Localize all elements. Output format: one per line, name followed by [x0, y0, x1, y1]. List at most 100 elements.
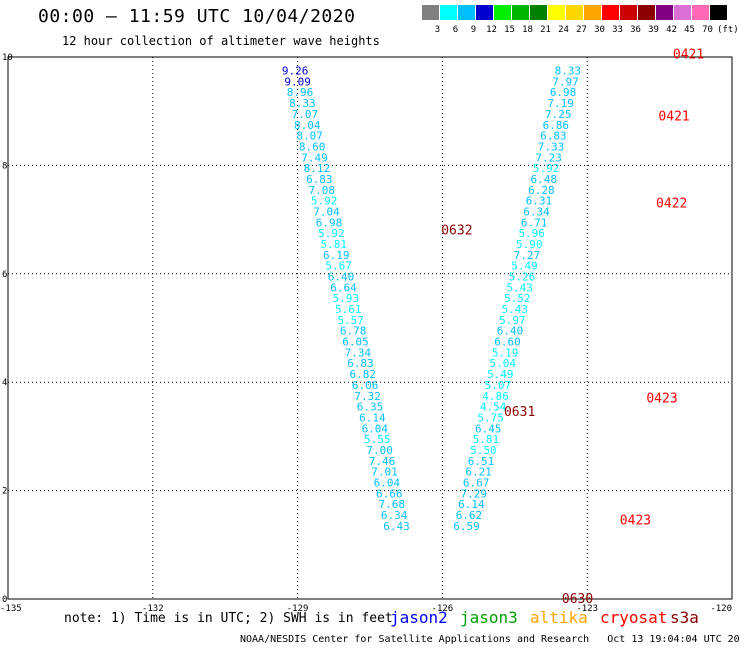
- data-point-s3a: 6.83: [347, 357, 374, 370]
- data-point-cryosat: 5.97: [499, 314, 526, 327]
- time-label: 0423: [620, 513, 651, 528]
- data-point-cryosat: 5.43: [506, 281, 533, 294]
- data-point-s3a: 5.57: [337, 314, 364, 327]
- colorbar-swatch: [620, 5, 637, 20]
- y-tick-label: 10: [2, 53, 13, 63]
- data-point-cryosat: 7.27: [514, 249, 541, 262]
- data-point-s3a: 8.12: [304, 162, 331, 175]
- colorbar-swatch: [692, 5, 709, 20]
- footer-credit: NOAA/NESDIS Center for Satellite Applica…: [240, 634, 740, 645]
- data-point-cryosat: 7.97: [552, 75, 579, 88]
- data-point-cryosat: 5.07: [485, 379, 512, 392]
- colorbar-label: 27: [576, 25, 587, 35]
- data-point-cryosat: 4.86: [482, 390, 509, 403]
- colorbar-label: (ft): [717, 25, 739, 35]
- colorbar-swatch: [566, 5, 583, 20]
- time-label: 0632: [441, 223, 472, 238]
- data-point-s3a: 7.07: [292, 108, 319, 121]
- data-point-s3a: 7.46: [369, 455, 396, 468]
- data-point-cryosat: 6.28: [528, 184, 555, 197]
- colorbar-label: 9: [470, 25, 477, 35]
- data-point-cryosat: 4.54: [480, 401, 507, 414]
- data-point-s3a: 7.32: [354, 390, 381, 403]
- colorbar-swatch: [494, 5, 511, 20]
- data-point-cryosat: 6.98: [550, 86, 577, 99]
- colorbar-label: 36: [630, 25, 641, 35]
- data-point-cryosat: 5.96: [518, 227, 545, 240]
- data-point-cryosat: 8.33: [555, 65, 582, 78]
- data-point-s3a: 8.60: [299, 140, 326, 153]
- time-label: 0422: [656, 196, 687, 211]
- colorbar-label: 3: [434, 25, 441, 35]
- time-label: 0630: [562, 592, 593, 607]
- y-tick-label: 4: [2, 378, 7, 388]
- data-point-cryosat: 5.49: [511, 260, 538, 273]
- colorbar-swatch: [422, 5, 439, 20]
- data-point-s3a: 6.04: [374, 476, 401, 489]
- data-point-s3a: 6.82: [350, 368, 377, 381]
- x-tick-label: -120: [710, 604, 732, 614]
- colorbar-swatch: [584, 5, 601, 20]
- y-tick-label: 6: [2, 270, 7, 280]
- x-tick-label: -132: [142, 604, 164, 614]
- data-point-s3a: 7.49: [301, 151, 328, 164]
- data-point-cryosat: 5.90: [516, 238, 543, 251]
- data-point-s3a: 6.04: [362, 422, 389, 435]
- data-point-s3a: 7.00: [366, 444, 393, 457]
- data-point-s3a: 6.05: [342, 336, 369, 349]
- data-point-s3a: 7.34: [345, 346, 372, 359]
- satellite-jason2: jason2: [390, 608, 448, 627]
- data-point-cryosat: 7.23: [535, 151, 562, 164]
- data-point-s3a: 6.66: [376, 487, 403, 500]
- data-point-s3a: 6.34: [381, 509, 408, 522]
- data-point-cryosat: 6.31: [526, 195, 553, 208]
- data-point-cryosat: 6.45: [475, 422, 502, 435]
- data-point-s3a: 7.08: [308, 184, 335, 197]
- data-point-s3a: 5.92: [318, 227, 345, 240]
- colorbar-label: 21: [540, 25, 551, 35]
- colorbar-swatch: [548, 5, 565, 20]
- data-point-s3a: 7.01: [371, 466, 398, 479]
- colorbar-swatch: [512, 5, 529, 20]
- data-point-cryosat: 6.59: [453, 520, 480, 533]
- y-tick-label: 2: [2, 487, 7, 497]
- colorbar-label: 39: [648, 25, 659, 35]
- data-point-cryosat: 5.49: [487, 368, 514, 381]
- data-point-cryosat: 5.26: [509, 271, 536, 284]
- data-point-cryosat: 6.14: [458, 498, 485, 511]
- data-point-s3a: 7.68: [378, 498, 405, 511]
- data-point-s3a: 5.55: [364, 433, 391, 446]
- data-point-cryosat: 5.81: [473, 433, 500, 446]
- data-point-cryosat: 7.29: [461, 487, 488, 500]
- data-point-cryosat: 5.50: [470, 444, 497, 457]
- data-point-s3a: 5.92: [311, 195, 338, 208]
- x-tick-label: -135: [0, 604, 22, 614]
- colorbar-label: 18: [522, 25, 533, 35]
- data-point-s3a: 8.04: [294, 119, 321, 132]
- data-point-s3a: 8.33: [289, 97, 316, 110]
- x-tick-label: -123: [576, 604, 598, 614]
- data-point-s3a: 6.14: [359, 411, 386, 424]
- satellite-jason3: jason3: [460, 608, 518, 627]
- data-point-s3a: 6.83: [306, 173, 333, 186]
- page-title: 00:00 – 11:59 UTC 10/04/2020: [38, 6, 356, 27]
- colorbar-label: 30: [594, 25, 605, 35]
- data-point-s3a: 5.81: [321, 238, 348, 251]
- data-point-cryosat: 6.21: [465, 466, 492, 479]
- data-point-s3a: 6.64: [330, 281, 357, 294]
- colorbar-swatch: [602, 5, 619, 20]
- data-point-s3a: 6.40: [328, 271, 355, 284]
- data-point-cryosat: 5.52: [504, 292, 531, 305]
- data-point-cryosat: 7.19: [547, 97, 574, 110]
- colorbar-swatch: [440, 5, 457, 20]
- colorbar-label: 45: [684, 25, 695, 35]
- data-point-cryosat: 6.67: [463, 476, 490, 489]
- data-point-s3a: 9.26: [282, 65, 309, 78]
- time-label: 0423: [646, 391, 677, 406]
- colorbar-label: 70: [702, 25, 713, 35]
- colorbar-swatch: [530, 5, 547, 20]
- data-point-cryosat: 6.40: [497, 325, 524, 338]
- plot-frame: [7, 56, 733, 600]
- colorbar-label: 42: [666, 25, 677, 35]
- time-label: 0421: [658, 110, 689, 125]
